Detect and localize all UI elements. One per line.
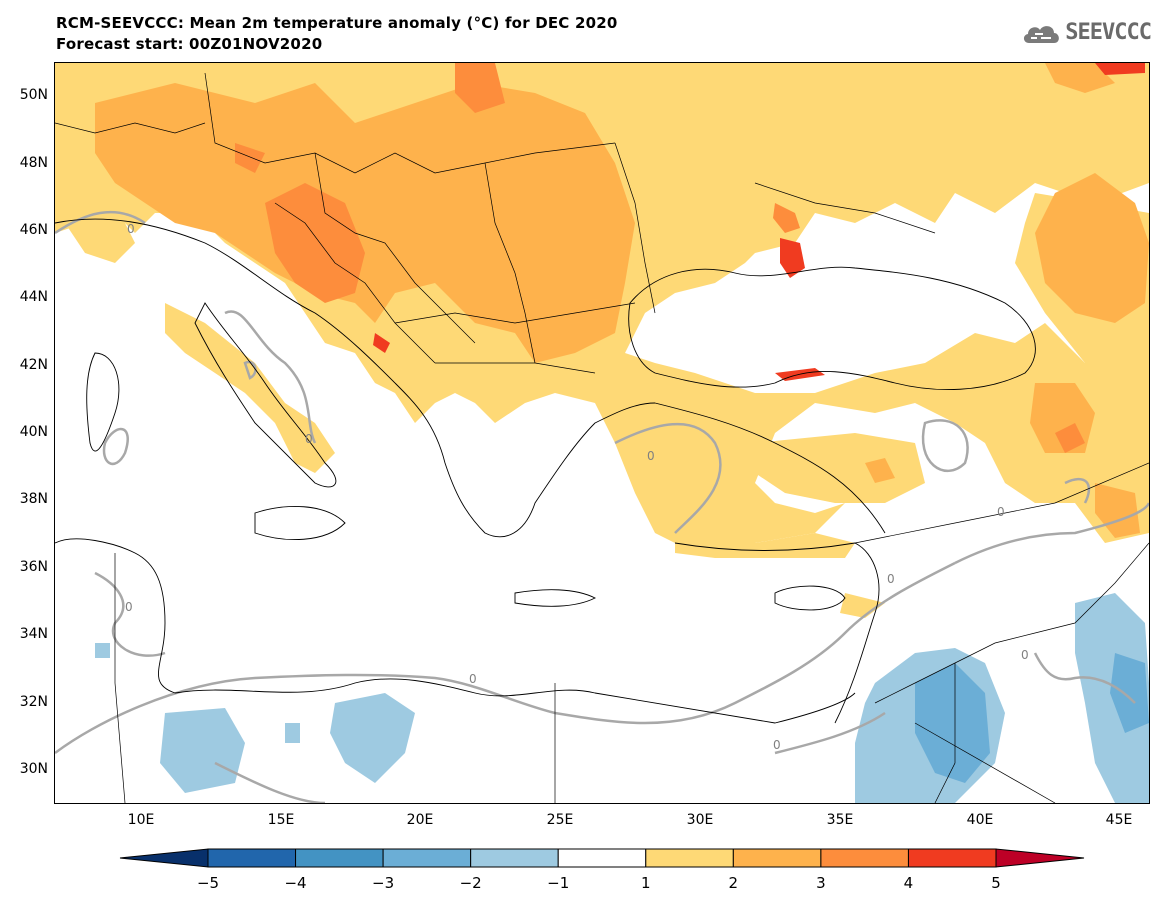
colorbar-label: −3 bbox=[372, 874, 395, 892]
contour-label: 0 bbox=[1021, 648, 1029, 662]
coastlines bbox=[55, 218, 1036, 724]
lon-label: 35E bbox=[826, 812, 854, 828]
seevccc-logo: SEEVCCC bbox=[1021, 20, 1152, 45]
anomaly-fill-neg1to2 bbox=[95, 593, 1149, 803]
colorbar-label: 3 bbox=[816, 874, 826, 892]
colorbar-label: −2 bbox=[459, 874, 482, 892]
lat-label: 38N bbox=[19, 491, 48, 507]
contour-label: 0 bbox=[305, 432, 313, 446]
colorbar-bin bbox=[557, 848, 647, 868]
cloud-icon bbox=[1024, 25, 1060, 43]
lat-label: 34N bbox=[19, 626, 48, 642]
contour-label: 0 bbox=[887, 572, 895, 586]
lon-label: 15E bbox=[267, 812, 295, 828]
contour-label: 0 bbox=[127, 222, 135, 236]
colorbar bbox=[119, 848, 1085, 868]
anomaly-fill-2to3 bbox=[95, 63, 1149, 538]
contour-label: 0 bbox=[773, 738, 781, 752]
lat-label: 42N bbox=[19, 357, 48, 373]
contour-label: 0 bbox=[647, 449, 655, 463]
colorbar-bin bbox=[732, 848, 822, 868]
colorbar-label: −4 bbox=[284, 874, 307, 892]
contour-label: 0 bbox=[469, 672, 477, 686]
colorbar-label: −1 bbox=[547, 874, 570, 892]
anomaly-fill-neg2to3 bbox=[915, 653, 1149, 783]
country-borders bbox=[55, 72, 1149, 803]
lat-label: 32N bbox=[19, 694, 48, 710]
lat-label: 40N bbox=[19, 424, 48, 440]
zero-contours bbox=[55, 210, 1149, 803]
colorbar-bin bbox=[207, 848, 297, 868]
lon-label: 40E bbox=[966, 812, 994, 828]
lon-label: 10E bbox=[127, 812, 155, 828]
lat-label: 36N bbox=[19, 559, 48, 575]
colorbar-label: −5 bbox=[196, 874, 220, 892]
contour-label: 0 bbox=[997, 505, 1005, 519]
colorbar-min-extension bbox=[119, 848, 209, 868]
lon-label: 20E bbox=[406, 812, 434, 828]
colorbar-bin bbox=[820, 848, 909, 868]
colorbar-bin bbox=[907, 848, 997, 868]
forecast-start: Forecast start: 00Z01NOV2020 bbox=[56, 35, 323, 53]
lat-label: 48N bbox=[19, 155, 48, 171]
contour-label: 0 bbox=[125, 600, 133, 614]
colorbar-label: 4 bbox=[903, 874, 914, 892]
colorbar-label: 5 bbox=[991, 874, 1001, 892]
map-title: RCM-SEEVCCC: Mean 2m temperature anomaly… bbox=[56, 14, 618, 32]
lat-label: 44N bbox=[19, 289, 48, 305]
colorbar-bin bbox=[645, 848, 734, 868]
colorbar-bin bbox=[295, 848, 384, 868]
colorbar-label: 2 bbox=[728, 874, 739, 892]
lon-label: 30E bbox=[686, 812, 714, 828]
colorbar-max-extension bbox=[995, 848, 1085, 868]
lat-label: 50N bbox=[19, 87, 48, 103]
lon-label: 25E bbox=[546, 812, 574, 828]
lat-label: 46N bbox=[19, 222, 48, 238]
colorbar-label: 1 bbox=[640, 874, 651, 892]
lat-label: 30N bbox=[19, 761, 48, 777]
lon-label: 45E bbox=[1105, 812, 1133, 828]
colorbar-bin bbox=[382, 848, 472, 868]
logo-text: SEEVCCC bbox=[1065, 20, 1152, 45]
colorbar-bin bbox=[470, 848, 559, 868]
map-area: 0 0 0 0 0 0 0 0 0 bbox=[54, 62, 1150, 804]
